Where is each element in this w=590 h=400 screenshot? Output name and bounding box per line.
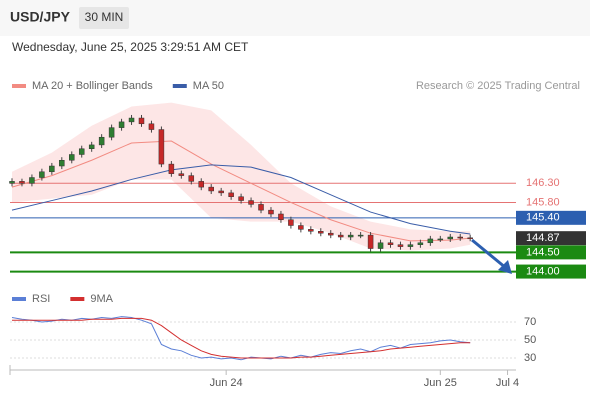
level-label: 144.87	[526, 232, 560, 244]
candle-body	[447, 236, 454, 240]
forecast-arrowhead	[498, 260, 512, 274]
candle-body	[69, 154, 75, 161]
level-label-box	[516, 245, 586, 260]
legend-swatch	[70, 297, 85, 301]
rsi-line	[12, 317, 471, 359]
candle-body	[337, 234, 344, 238]
candle-body	[238, 196, 244, 201]
source: Research © 2025 Trading Central	[416, 80, 580, 92]
level-label: 144.00	[526, 265, 560, 277]
ma-line	[11, 140, 471, 242]
candle-body	[178, 173, 185, 176]
candle-body	[118, 121, 125, 128]
candle-body	[347, 234, 354, 238]
candle-body	[308, 229, 314, 232]
rsi-tick-label: 70	[524, 316, 536, 328]
candle-body	[377, 242, 384, 249]
timeframe-box	[79, 7, 129, 29]
candle-body	[128, 117, 135, 123]
candle-body	[19, 181, 25, 184]
candle-body	[427, 238, 434, 244]
x-tick-label: Jun 24	[210, 377, 243, 389]
candle-body	[457, 236, 463, 239]
bollinger-band	[12, 102, 471, 251]
candle-body	[49, 165, 55, 173]
chart-title: USD/JPY	[10, 9, 71, 25]
candle-body	[318, 231, 324, 234]
candle-body	[268, 209, 274, 215]
legend-label: 9MA	[90, 293, 113, 305]
legend-swatch	[172, 84, 187, 88]
candle-body	[467, 237, 473, 240]
candle-body	[387, 242, 394, 245]
candle-body	[278, 213, 284, 220]
level-label-box	[516, 210, 586, 225]
candle-body	[357, 234, 364, 237]
candle-body	[258, 204, 264, 211]
rsi-tick-label: 30	[524, 352, 536, 364]
timeframe: 30 MIN	[85, 10, 124, 24]
candle-body	[437, 238, 444, 241]
candle-body	[288, 219, 294, 226]
level-label: 146.30	[526, 177, 560, 189]
legend-swatch	[12, 84, 26, 88]
level-label-box	[516, 264, 586, 279]
candle-body	[218, 190, 224, 194]
level-label-box	[516, 231, 586, 246]
legend-label: MA 50	[193, 80, 224, 92]
candle-body	[88, 144, 95, 149]
legend-label: MA 20 + Bollinger Bands	[32, 80, 153, 92]
level-label: 145.80	[526, 196, 560, 208]
candle-body	[29, 177, 35, 184]
candle-body	[168, 163, 175, 174]
candle-body	[397, 244, 404, 247]
level-label: 145.40	[526, 212, 560, 224]
level-label: 144.50	[526, 246, 560, 258]
candle-body	[98, 136, 105, 146]
candle-body	[108, 127, 115, 138]
candle-body	[9, 181, 15, 184]
candle-body	[228, 192, 234, 197]
legend-swatch	[12, 297, 26, 301]
candle-body	[298, 225, 304, 230]
candle-body	[407, 244, 414, 247]
candle-body	[138, 117, 145, 125]
candle-body	[78, 148, 85, 155]
candle-body	[158, 129, 165, 165]
x-tick-label: Jul 4	[496, 377, 519, 389]
candle-body	[148, 123, 155, 130]
candle-body	[327, 232, 334, 236]
rsi-line	[11, 316, 471, 361]
x-tick-label: Jun 25	[424, 377, 457, 389]
legend-label: RSI	[32, 293, 50, 305]
candle-body	[367, 234, 374, 249]
forecast-arrow	[471, 238, 507, 270]
candle-body	[188, 175, 195, 182]
candle-body	[198, 181, 205, 188]
candle-body	[59, 160, 65, 167]
rsi-tick-label: 50	[524, 334, 536, 346]
subtitle: Wednesday, June 25, 2025 3:29:51 AM CET	[12, 40, 249, 54]
candle-body	[417, 242, 424, 245]
candle-body	[208, 186, 214, 192]
candle-body	[39, 171, 45, 178]
ma-line	[11, 164, 471, 235]
candle-body	[248, 200, 254, 205]
